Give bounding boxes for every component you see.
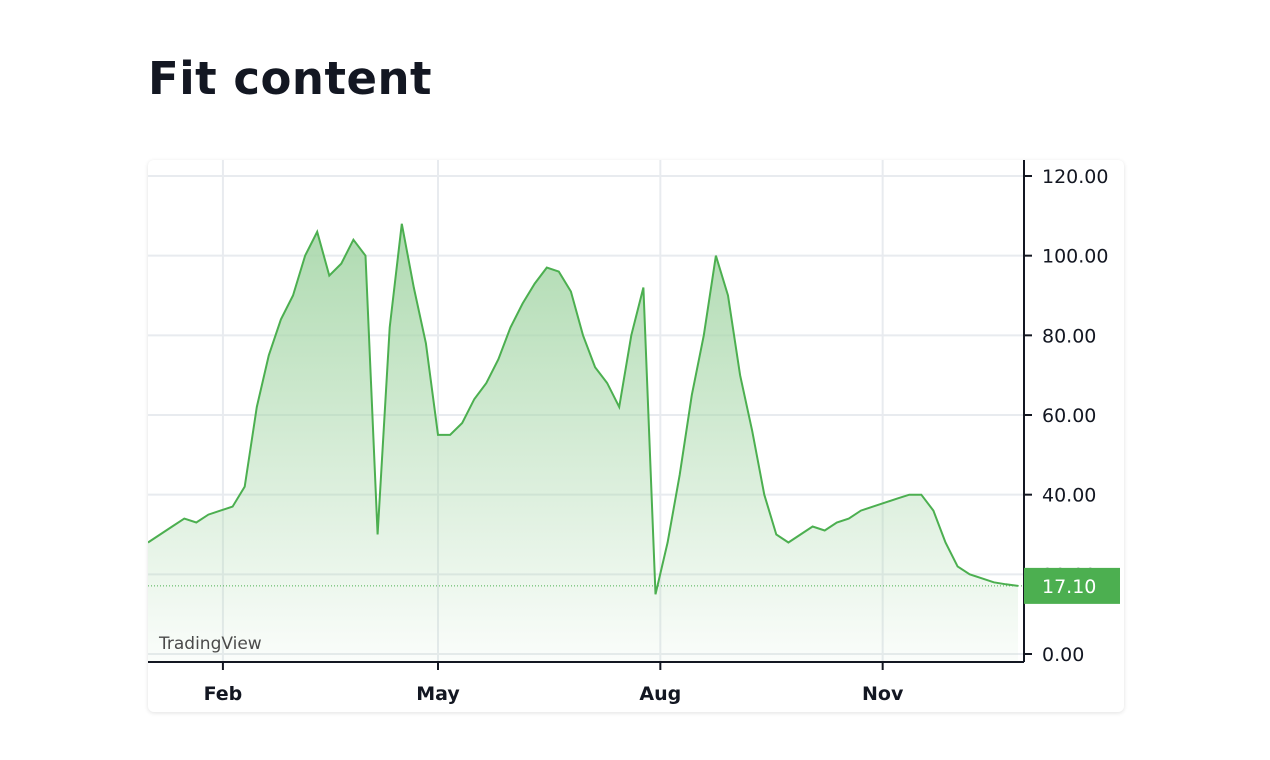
area-fill <box>148 223 1018 663</box>
y-tick-label: 60.00 <box>1042 405 1096 427</box>
x-tick-label: Feb <box>204 683 243 705</box>
tradingview-watermark: TradingView <box>158 634 262 654</box>
last-value-badge: 17.10 <box>1024 567 1120 604</box>
x-tick-label: Nov <box>862 683 904 705</box>
y-tick-label: 80.00 <box>1042 325 1096 347</box>
y-tick-label: 120.00 <box>1042 166 1108 188</box>
y-tick-label: 0.00 <box>1042 644 1084 666</box>
x-tick-label: Aug <box>639 683 681 705</box>
page-title: Fit content <box>148 52 433 105</box>
y-tick-label: 40.00 <box>1042 485 1096 507</box>
y-tick-label: 100.00 <box>1042 246 1108 268</box>
last-value-badge-bg <box>1024 567 1120 604</box>
x-axis-ticks: Feb May Aug Nov <box>204 662 904 705</box>
series-line <box>148 223 1019 595</box>
last-value-label: 17.10 <box>1042 576 1096 598</box>
x-tick-label: May <box>416 683 460 705</box>
